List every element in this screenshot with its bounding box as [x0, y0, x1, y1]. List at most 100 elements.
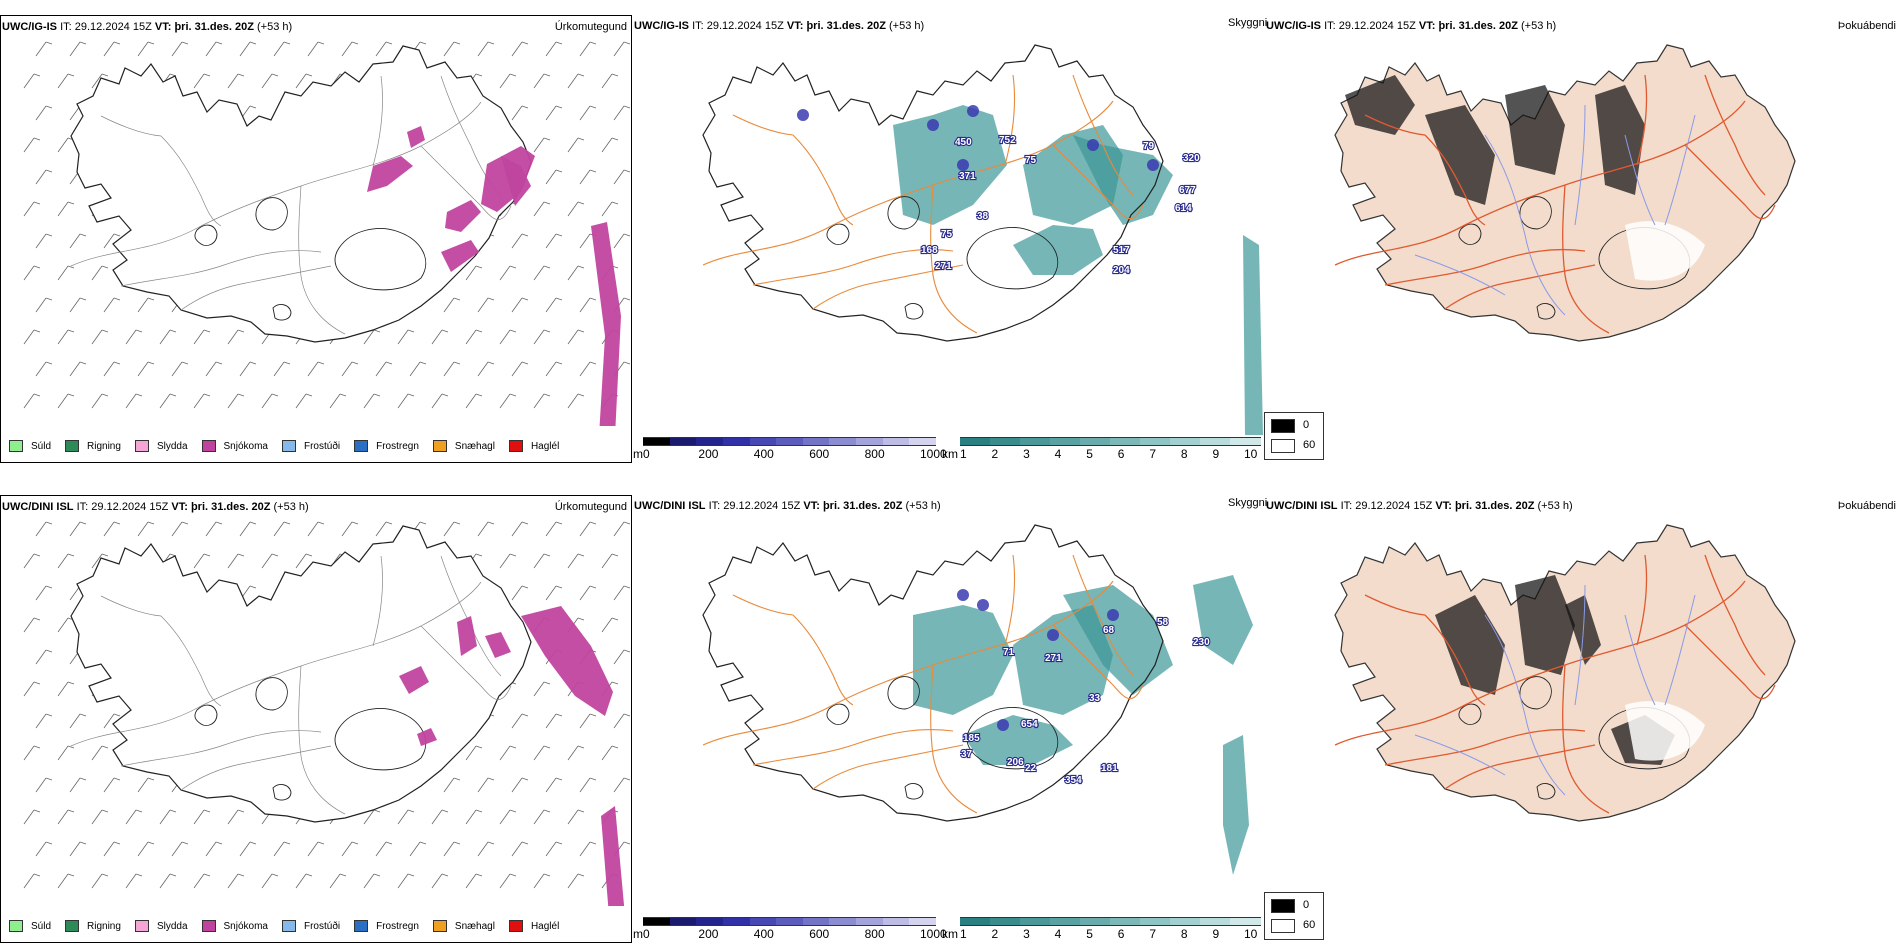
legend-swatch	[65, 440, 80, 452]
legend-swatch	[354, 440, 369, 452]
glacier-outline	[334, 228, 427, 291]
colorbar-tick: 400	[753, 447, 774, 461]
colorbar-segment	[802, 437, 830, 446]
low-cloud-speck	[997, 719, 1009, 731]
road	[930, 664, 978, 814]
road	[732, 114, 794, 136]
legend-label: Snæhagl	[454, 440, 495, 452]
colorbar-segment	[749, 917, 777, 926]
panel-name: Úrkomutegund	[554, 21, 627, 33]
colorbar-segment	[960, 437, 991, 446]
visibility-colorbar: km 1 2 3 4 5 6 7 8 9 10	[942, 437, 1262, 463]
low-visibility-area	[1193, 575, 1253, 665]
fog-area	[1515, 575, 1575, 675]
glacier-outline	[1458, 223, 1482, 245]
legend-label: Snjókoma	[223, 920, 268, 932]
low-cloud-speck	[1087, 139, 1099, 151]
panel-name: Skyggni	[1228, 497, 1268, 509]
legend-swatch	[134, 440, 149, 452]
fog-map	[1334, 524, 1796, 822]
visibility-colorbar: km 1 2 3 4 5 6 7 8 9 10	[942, 917, 1262, 943]
colorbar-tick: 4	[1054, 927, 1062, 941]
colorbar-segment	[669, 437, 697, 446]
colorbar-segment	[882, 917, 910, 926]
snow-area	[591, 222, 621, 426]
colorbar-segment	[1020, 917, 1051, 926]
coastline	[70, 525, 532, 823]
precip-legend-item: Súld	[9, 920, 51, 932]
cloud-base-label: 752	[999, 135, 1016, 146]
legend-swatch	[134, 920, 149, 932]
road	[120, 250, 322, 287]
fog-panel: UWC/IG-IS IT: 29.12.2024 15Z VT: þri. 31…	[1265, 15, 1900, 463]
cloud-base-label: 168	[921, 245, 938, 256]
legend-label: Rigning	[87, 440, 121, 452]
colorbar-segment	[990, 917, 1021, 926]
legend-swatch	[432, 920, 447, 932]
glacier-outline	[1536, 303, 1556, 320]
colorbar-unit: m	[633, 447, 643, 461]
colorbar-segment	[722, 917, 751, 926]
precip-legend-item: Slydda	[134, 440, 188, 452]
precip-legend-item: Frostúði	[281, 440, 340, 452]
colorbar-tick: 10	[1244, 927, 1258, 941]
legend-label: Snæhagl	[454, 920, 495, 932]
fog-legend-swatch	[1271, 419, 1295, 433]
road	[1052, 144, 1144, 220]
fog-legend-label: 0	[1303, 419, 1310, 431]
cloud-base-label: 677	[1179, 185, 1196, 196]
precip-legend-item: Frostregn	[354, 920, 419, 932]
road	[1444, 744, 1596, 790]
low-cloud-speck	[797, 109, 809, 121]
road	[1384, 728, 1586, 766]
colorbar-segment	[802, 917, 830, 926]
colorbar-segment	[1020, 437, 1051, 446]
colorbar-tick: 0	[643, 927, 650, 941]
road	[1072, 74, 1134, 196]
cloud-base-label: 271	[1045, 653, 1062, 664]
colorbar-segment	[990, 437, 1021, 446]
road	[1364, 114, 1426, 136]
cloud-base-label: 654	[1021, 719, 1038, 730]
colorbar-tick: 3	[1023, 447, 1030, 461]
colorbar-tick: 800	[864, 927, 885, 941]
colorbar-segment	[909, 917, 937, 926]
road	[1562, 664, 1610, 814]
snow-area	[399, 666, 429, 694]
cloud-base-label: 185	[963, 733, 980, 744]
road	[420, 145, 512, 220]
colorbar-tick: 8	[1180, 447, 1188, 461]
legend-label: Súld	[31, 440, 52, 452]
cloud-base-label: 450	[955, 137, 972, 148]
legend-label: Frostúði	[303, 920, 341, 932]
river	[1664, 114, 1696, 226]
cloud-base-label: 79	[1143, 141, 1155, 152]
road	[792, 614, 854, 706]
low-visibility-area	[913, 605, 1013, 715]
legend-label: Frostregn	[376, 920, 419, 932]
road	[1424, 614, 1486, 706]
precip-legend: Súld Rigning Slydda Snjókoma Frostúði Frostre…	[9, 920, 573, 932]
snow-area	[457, 616, 477, 656]
colorbar-tick: 0	[643, 447, 650, 461]
road	[1384, 248, 1586, 286]
precip-legend-item: Snæhagl	[432, 920, 495, 932]
colorbar-tick: 3	[1023, 927, 1030, 941]
colorbar-segment	[960, 917, 991, 926]
road	[1636, 74, 1648, 166]
precip-legend-item: Snjókoma	[201, 920, 268, 932]
road	[298, 665, 346, 815]
low-cloud-speck	[957, 589, 969, 601]
legend-swatch	[9, 440, 23, 452]
panel-name: Skyggni	[1228, 17, 1268, 29]
glacier-outline	[1519, 196, 1552, 230]
legend-swatch	[281, 440, 296, 452]
panel-name: Úrkomutegund	[554, 501, 627, 513]
colorbar-segment	[1170, 917, 1201, 926]
road	[1004, 554, 1016, 646]
road	[732, 594, 794, 616]
coastline	[702, 44, 1164, 342]
road	[372, 555, 383, 647]
colorbar-tick: 600	[809, 927, 830, 941]
road	[1684, 144, 1776, 220]
